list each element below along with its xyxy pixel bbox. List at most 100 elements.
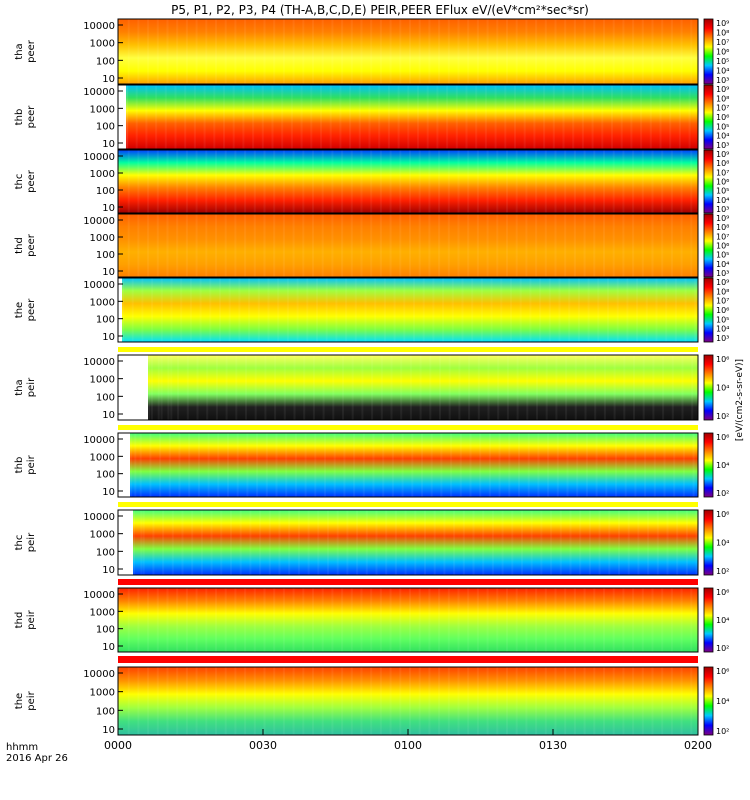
- texture-stripe: [409, 667, 411, 735]
- texture-stripe: [521, 510, 523, 575]
- texture-stripe: [191, 510, 194, 575]
- y-axis-probe-label: thc: [14, 535, 25, 551]
- texture-stripe: [690, 19, 693, 84]
- y-tick-label: 10000: [83, 435, 115, 446]
- texture-stripe: [511, 510, 514, 575]
- texture-stripe: [288, 510, 291, 575]
- colorbar-tick-label: 10⁶: [716, 510, 729, 519]
- texture-stripe: [152, 510, 155, 575]
- texture-stripe: [669, 85, 672, 149]
- texture-stripe: [162, 510, 165, 575]
- texture-stripe: [490, 278, 493, 342]
- texture-stripe: [249, 510, 252, 575]
- panel-thb-peer: 10 100 1000 10000 thb peer 10³10⁴10⁵10⁶10⁷10⁸1…: [14, 84, 729, 150]
- texture-stripe: [263, 19, 266, 84]
- texture-stripe: [294, 433, 297, 497]
- texture-stripe: [118, 588, 120, 652]
- texture-stripe: [515, 150, 518, 213]
- texture-stripe: [302, 150, 305, 213]
- texture-stripe: [694, 278, 697, 342]
- texture-stripe: [594, 355, 597, 420]
- texture-stripe: [555, 355, 558, 420]
- texture-stripe: [471, 278, 474, 342]
- texture-stripe: [690, 588, 693, 652]
- texture-stripe: [681, 355, 684, 420]
- texture-stripe: [306, 278, 309, 342]
- y-axis-species-label: peir: [26, 609, 37, 629]
- texture-stripe: [438, 588, 441, 652]
- texture-stripe: [350, 150, 353, 213]
- colorbar-tick-label: 10⁶: [716, 113, 729, 122]
- texture-stripe: [223, 85, 225, 149]
- texture-stripe: [615, 433, 617, 497]
- texture-stripe: [122, 278, 124, 342]
- texture-stripe: [544, 588, 547, 652]
- texture-stripe: [137, 214, 140, 277]
- y-tick-label: 10: [102, 267, 115, 278]
- texture-stripe: [156, 19, 159, 84]
- colorbar-tick-label: 10⁸: [716, 287, 729, 296]
- texture-stripe: [556, 433, 559, 497]
- colorbar-tick-label: 10⁵: [716, 251, 729, 260]
- texture-stripe: [496, 150, 499, 213]
- texture-stripe: [673, 433, 676, 497]
- texture-stripe: [354, 278, 357, 342]
- texture-stripe: [468, 355, 471, 420]
- texture-stripe: [438, 150, 441, 213]
- panel-frame: [117, 277, 699, 343]
- texture-stripe: [587, 278, 590, 342]
- texture-stripe: [476, 214, 479, 277]
- texture-stripe: [498, 433, 501, 497]
- texture-stripe: [333, 433, 336, 497]
- texture-stripe: [322, 355, 325, 420]
- y-tick-label: 1000: [90, 375, 115, 386]
- texture-stripe: [585, 433, 588, 497]
- texture-stripe: [370, 214, 373, 277]
- colorbar: [703, 432, 714, 498]
- texture-stripe: [234, 214, 237, 277]
- texture-stripe: [581, 85, 584, 149]
- panel-thd-peer: 10 100 1000 10000 thd peer 10³10⁴10⁵10⁶10⁷10⁸1…: [14, 213, 729, 278]
- texture-stripe: [476, 588, 479, 652]
- texture-stripe: [350, 214, 353, 277]
- texture-stripe: [506, 667, 508, 735]
- texture-stripe: [536, 355, 538, 420]
- texture-stripe: [572, 85, 575, 149]
- texture-stripe: [562, 85, 565, 149]
- y-tick-label: 10000: [83, 21, 115, 32]
- texture-stripe: [685, 510, 688, 575]
- texture-stripe: [234, 588, 237, 652]
- texture-stripe: [644, 433, 647, 497]
- texture-stripe: [550, 510, 553, 575]
- texture-stripe: [205, 588, 208, 652]
- texture-stripe: [624, 433, 627, 497]
- colorbar: [703, 354, 714, 421]
- texture-stripe: [321, 667, 324, 735]
- texture-stripe: [618, 510, 620, 575]
- spectrogram-data: [130, 433, 698, 497]
- texture-stripe: [350, 588, 353, 652]
- y-axis-species-label: peer: [26, 298, 37, 322]
- colorbar-tick-label: 10²: [716, 489, 729, 498]
- colorbar-tick-label: 10⁹: [716, 150, 729, 159]
- texture-stripe: [209, 278, 212, 342]
- figure-title: P5, P1, P2, P3, P4 (TH-A,B,C,D,E) PEIR,P…: [171, 3, 589, 17]
- texture-stripe: [661, 214, 664, 277]
- texture-stripe: [151, 278, 154, 342]
- texture-stripe: [443, 510, 446, 575]
- texture-stripe: [320, 85, 322, 149]
- texture-stripe: [442, 278, 445, 342]
- texture-stripe: [149, 433, 152, 497]
- texture-stripe: [205, 667, 208, 735]
- texture-stripe: [518, 433, 520, 497]
- texture-stripe: [234, 19, 237, 84]
- texture-stripe: [321, 588, 324, 652]
- texture-stripe: [418, 150, 421, 213]
- texture-stripe: [447, 19, 450, 84]
- colorbar-tick-label: 10⁶: [716, 667, 729, 676]
- y-tick-label: 10: [102, 332, 115, 343]
- texture-stripe: [267, 278, 270, 342]
- texture-stripe: [506, 588, 508, 652]
- texture-stripe: [593, 150, 596, 213]
- y-axis-species-label: peir: [26, 532, 37, 552]
